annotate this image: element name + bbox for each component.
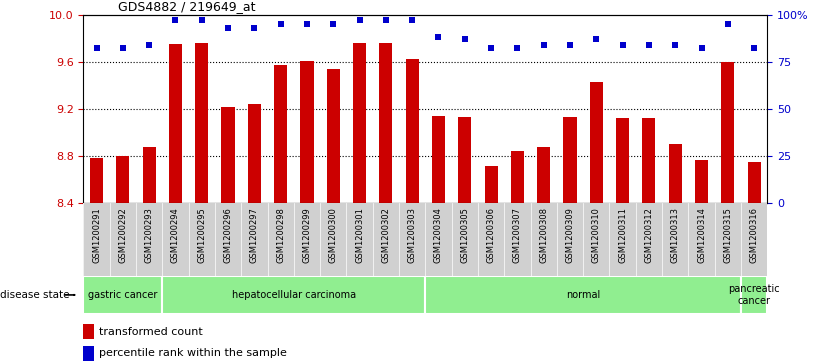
Text: GSM1200296: GSM1200296 <box>224 207 233 263</box>
Point <box>432 34 445 40</box>
Text: GSM1200297: GSM1200297 <box>250 207 259 263</box>
Bar <box>425 276 741 314</box>
Point <box>90 46 103 52</box>
Point <box>537 42 550 48</box>
Text: GSM1200310: GSM1200310 <box>592 207 600 263</box>
Point <box>143 42 156 48</box>
Text: GSM1200316: GSM1200316 <box>750 207 759 263</box>
Point <box>379 17 393 23</box>
Bar <box>195 43 208 203</box>
Text: GSM1200291: GSM1200291 <box>92 207 101 263</box>
Bar <box>274 65 287 203</box>
Bar <box>747 162 761 203</box>
Point <box>458 36 471 42</box>
Text: GSM1200304: GSM1200304 <box>434 207 443 263</box>
Text: GSM1200308: GSM1200308 <box>540 207 548 263</box>
Point <box>353 17 366 23</box>
Bar <box>83 203 767 276</box>
Point <box>221 25 234 30</box>
Bar <box>379 43 393 203</box>
Text: GSM1200298: GSM1200298 <box>276 207 285 263</box>
Text: GSM1200312: GSM1200312 <box>645 207 653 263</box>
Text: gastric cancer: gastric cancer <box>88 290 158 300</box>
Text: GSM1200301: GSM1200301 <box>355 207 364 263</box>
Point <box>642 42 656 48</box>
Text: GSM1200307: GSM1200307 <box>513 207 522 263</box>
Text: transformed count: transformed count <box>98 327 203 337</box>
Text: GSM1200313: GSM1200313 <box>671 207 680 263</box>
Text: GSM1200306: GSM1200306 <box>486 207 495 263</box>
Text: GSM1200309: GSM1200309 <box>565 207 575 263</box>
Text: GSM1200294: GSM1200294 <box>171 207 180 263</box>
Point <box>563 42 576 48</box>
Bar <box>116 156 129 203</box>
Point <box>669 42 682 48</box>
Bar <box>83 276 163 314</box>
Text: normal: normal <box>566 290 600 300</box>
Point <box>116 46 129 52</box>
Text: GSM1200295: GSM1200295 <box>198 207 206 263</box>
Bar <box>405 60 419 203</box>
Text: GDS4882 / 219649_at: GDS4882 / 219649_at <box>118 0 255 13</box>
Bar <box>616 118 629 203</box>
Bar <box>485 166 498 203</box>
Point <box>168 17 182 23</box>
Bar <box>248 104 261 203</box>
Bar <box>642 118 656 203</box>
Point <box>510 46 524 52</box>
Point <box>274 21 288 27</box>
Bar <box>143 147 156 203</box>
Text: GSM1200300: GSM1200300 <box>329 207 338 263</box>
Point <box>721 21 735 27</box>
Text: GSM1200305: GSM1200305 <box>460 207 470 263</box>
Text: pancreatic
cancer: pancreatic cancer <box>728 284 780 306</box>
Bar <box>90 159 103 203</box>
Bar <box>222 106 234 203</box>
Bar <box>83 324 93 339</box>
Bar <box>537 147 550 203</box>
Bar <box>741 276 767 314</box>
Bar <box>669 144 682 203</box>
Bar <box>510 151 524 203</box>
Point <box>695 46 708 52</box>
Text: GSM1200302: GSM1200302 <box>381 207 390 263</box>
Bar <box>327 69 340 203</box>
Point <box>300 21 314 27</box>
Point <box>616 42 630 48</box>
Text: GSM1200311: GSM1200311 <box>618 207 627 263</box>
Text: GSM1200292: GSM1200292 <box>118 207 128 263</box>
Bar <box>169 44 182 203</box>
Text: GSM1200303: GSM1200303 <box>408 207 417 263</box>
Point <box>485 46 498 52</box>
Point <box>747 46 761 52</box>
Text: hepatocellular carcinoma: hepatocellular carcinoma <box>232 290 356 300</box>
Bar <box>432 116 445 203</box>
Bar <box>590 82 603 203</box>
Text: GSM1200293: GSM1200293 <box>144 207 153 263</box>
Point <box>590 36 603 42</box>
Bar <box>300 61 314 203</box>
Bar <box>695 160 708 203</box>
Bar <box>353 43 366 203</box>
Bar <box>458 117 471 203</box>
Text: percentile rank within the sample: percentile rank within the sample <box>98 348 287 358</box>
Bar <box>163 276 425 314</box>
Point <box>405 17 419 23</box>
Bar <box>721 62 735 203</box>
Text: disease state: disease state <box>0 290 69 300</box>
Bar <box>83 346 93 361</box>
Text: GSM1200299: GSM1200299 <box>303 207 311 263</box>
Point <box>327 21 340 27</box>
Text: GSM1200314: GSM1200314 <box>697 207 706 263</box>
Point <box>195 17 208 23</box>
Bar <box>564 117 576 203</box>
Point <box>248 25 261 30</box>
Text: GSM1200315: GSM1200315 <box>723 207 732 263</box>
